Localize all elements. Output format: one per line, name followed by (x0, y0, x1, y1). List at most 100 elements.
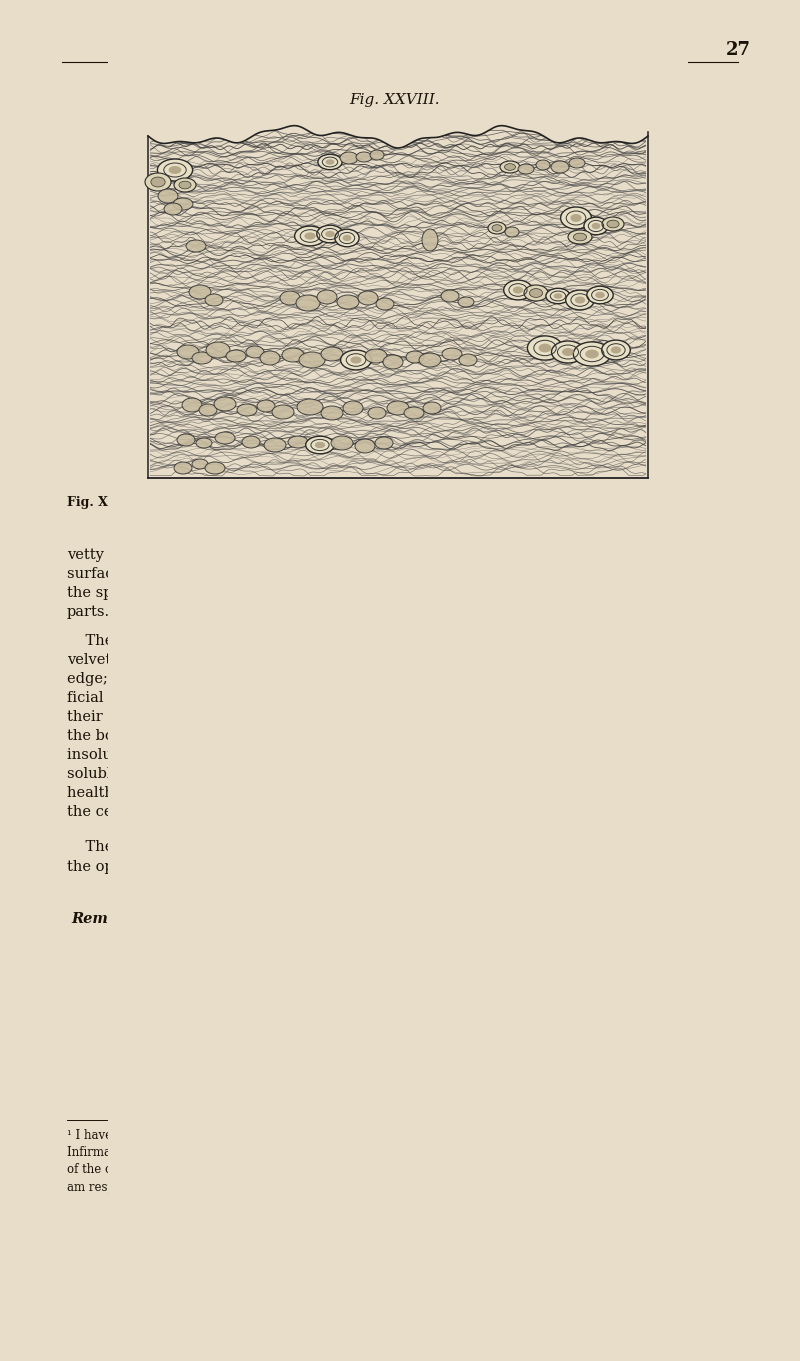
Ellipse shape (568, 230, 592, 244)
Polygon shape (0, 118, 150, 489)
Ellipse shape (513, 286, 523, 294)
Text: The semilunar cartilages have in a few places undergone similar changes to
the o: The semilunar cartilages have in a few p… (67, 840, 652, 874)
Ellipse shape (406, 351, 424, 363)
Ellipse shape (546, 289, 570, 304)
Ellipse shape (383, 355, 403, 369)
Ellipse shape (592, 223, 601, 229)
Text: vetty patch, three-fourths of an inch long and one-third broad.  The trochlear
s: vetty patch, three-fourths of an inch lo… (67, 548, 653, 619)
Ellipse shape (257, 400, 275, 412)
Ellipse shape (505, 227, 519, 237)
Ellipse shape (151, 177, 165, 186)
Ellipse shape (335, 229, 359, 246)
Ellipse shape (186, 240, 206, 252)
Ellipse shape (177, 434, 195, 446)
Ellipse shape (325, 231, 335, 237)
Ellipse shape (551, 342, 585, 363)
Ellipse shape (246, 346, 264, 358)
Ellipse shape (214, 397, 236, 411)
Ellipse shape (343, 401, 363, 415)
Ellipse shape (226, 350, 246, 362)
Text: Remarks.: Remarks. (71, 912, 149, 925)
Ellipse shape (321, 347, 343, 361)
Ellipse shape (458, 297, 474, 308)
Ellipse shape (442, 348, 462, 361)
Ellipse shape (586, 286, 614, 304)
Text: ¹ I have to express my warmest thanks to the medical officers of the Royal
Infir: ¹ I have to express my warmest thanks to… (67, 1130, 524, 1194)
Ellipse shape (304, 233, 315, 240)
Ellipse shape (288, 436, 308, 448)
Ellipse shape (488, 222, 506, 234)
Text: —This was an instance of extensive disease on every
articular surface of both kn: —This was an instance of extensive disea… (131, 912, 642, 1081)
Ellipse shape (342, 235, 351, 241)
Ellipse shape (297, 399, 323, 415)
Ellipse shape (174, 461, 192, 474)
Ellipse shape (205, 294, 223, 306)
Ellipse shape (205, 461, 225, 474)
Ellipse shape (158, 159, 193, 181)
Ellipse shape (192, 459, 208, 470)
Ellipse shape (237, 404, 257, 416)
Ellipse shape (569, 158, 585, 167)
Ellipse shape (321, 406, 343, 421)
Ellipse shape (264, 438, 286, 452)
Ellipse shape (356, 152, 372, 162)
Ellipse shape (177, 344, 199, 359)
Ellipse shape (306, 436, 334, 453)
Ellipse shape (370, 150, 384, 161)
Ellipse shape (294, 226, 326, 246)
Ellipse shape (422, 229, 438, 250)
Ellipse shape (566, 290, 594, 310)
Ellipse shape (158, 189, 178, 203)
Ellipse shape (574, 233, 586, 241)
Ellipse shape (586, 350, 598, 358)
Ellipse shape (423, 401, 441, 414)
Text: IN ARTICULAR CARTILAGES.: IN ARTICULAR CARTILAGES. (274, 44, 516, 57)
Ellipse shape (500, 161, 520, 173)
Ellipse shape (337, 295, 359, 309)
Ellipse shape (182, 397, 202, 412)
Ellipse shape (280, 291, 300, 305)
Ellipse shape (527, 336, 562, 361)
Ellipse shape (570, 214, 582, 222)
Ellipse shape (584, 218, 608, 235)
Ellipse shape (317, 225, 343, 242)
Ellipse shape (551, 161, 569, 173)
Ellipse shape (199, 404, 217, 416)
Ellipse shape (554, 293, 562, 299)
Ellipse shape (296, 295, 320, 312)
Ellipse shape (145, 173, 171, 191)
Ellipse shape (355, 440, 375, 453)
Ellipse shape (504, 280, 532, 299)
Ellipse shape (317, 290, 337, 304)
Ellipse shape (196, 438, 212, 448)
Text: —Section of the semilunar cartilage near the internal edge, deeper than the fibr: —Section of the semilunar cartilage near… (137, 495, 668, 527)
Ellipse shape (611, 347, 622, 354)
Ellipse shape (189, 284, 211, 299)
Ellipse shape (169, 166, 182, 174)
Ellipse shape (387, 401, 409, 415)
Ellipse shape (574, 342, 610, 366)
Ellipse shape (179, 181, 191, 189)
Ellipse shape (358, 291, 378, 305)
Ellipse shape (376, 298, 394, 310)
Ellipse shape (260, 351, 280, 365)
Ellipse shape (206, 342, 230, 358)
Ellipse shape (272, 406, 294, 419)
Text: 27: 27 (726, 41, 750, 59)
Ellipse shape (441, 290, 459, 302)
Ellipse shape (562, 348, 574, 357)
Ellipse shape (326, 159, 334, 165)
Polygon shape (646, 118, 800, 489)
Ellipse shape (574, 297, 586, 304)
Ellipse shape (419, 352, 441, 367)
Ellipse shape (538, 343, 551, 352)
Ellipse shape (314, 442, 325, 448)
Ellipse shape (459, 354, 477, 366)
Ellipse shape (536, 161, 550, 170)
Ellipse shape (350, 357, 362, 363)
Ellipse shape (561, 207, 591, 229)
Ellipse shape (282, 348, 304, 362)
Polygon shape (108, 478, 688, 1361)
Ellipse shape (341, 350, 371, 370)
Ellipse shape (173, 197, 193, 210)
